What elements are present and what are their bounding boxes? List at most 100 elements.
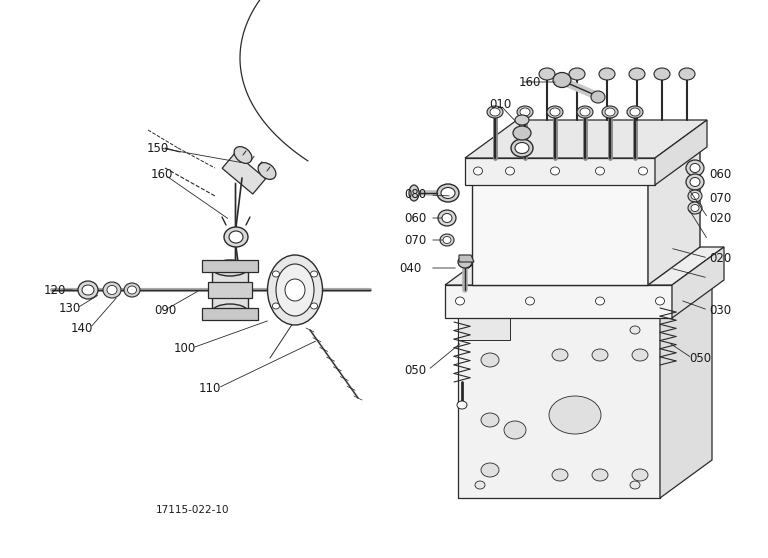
Ellipse shape xyxy=(632,349,648,361)
Ellipse shape xyxy=(595,297,604,305)
Ellipse shape xyxy=(515,115,529,125)
Ellipse shape xyxy=(212,260,248,276)
Ellipse shape xyxy=(481,353,499,367)
Ellipse shape xyxy=(549,396,601,434)
Ellipse shape xyxy=(481,463,499,477)
Ellipse shape xyxy=(490,108,500,116)
Polygon shape xyxy=(472,140,700,178)
Text: 050: 050 xyxy=(689,352,711,364)
Ellipse shape xyxy=(258,162,276,179)
Ellipse shape xyxy=(475,326,485,334)
Polygon shape xyxy=(472,178,648,285)
Ellipse shape xyxy=(629,68,645,80)
Ellipse shape xyxy=(224,227,248,247)
Polygon shape xyxy=(445,285,672,318)
Ellipse shape xyxy=(592,349,608,361)
Polygon shape xyxy=(445,247,724,285)
Ellipse shape xyxy=(443,237,451,243)
Ellipse shape xyxy=(569,68,585,80)
Text: 010: 010 xyxy=(489,99,511,112)
Ellipse shape xyxy=(475,481,485,489)
Text: 130: 130 xyxy=(59,301,81,315)
Polygon shape xyxy=(672,247,724,318)
Ellipse shape xyxy=(539,68,555,80)
Text: 060: 060 xyxy=(404,211,426,224)
Ellipse shape xyxy=(513,126,531,140)
Ellipse shape xyxy=(511,139,533,157)
Ellipse shape xyxy=(550,108,560,116)
Ellipse shape xyxy=(552,469,568,481)
Ellipse shape xyxy=(481,413,499,427)
Ellipse shape xyxy=(124,283,140,297)
Ellipse shape xyxy=(691,204,699,211)
Ellipse shape xyxy=(103,282,121,298)
Ellipse shape xyxy=(688,202,702,214)
Text: 140: 140 xyxy=(71,321,93,334)
Ellipse shape xyxy=(592,469,608,481)
Text: 160: 160 xyxy=(151,169,174,181)
Polygon shape xyxy=(212,268,248,312)
Ellipse shape xyxy=(438,210,456,226)
Ellipse shape xyxy=(679,68,695,80)
Polygon shape xyxy=(458,310,660,498)
Ellipse shape xyxy=(599,68,615,80)
Ellipse shape xyxy=(458,256,472,268)
Ellipse shape xyxy=(591,91,605,103)
Ellipse shape xyxy=(551,167,560,175)
Text: 090: 090 xyxy=(154,304,176,316)
Ellipse shape xyxy=(632,469,648,481)
Polygon shape xyxy=(459,255,474,262)
Polygon shape xyxy=(202,260,258,272)
Ellipse shape xyxy=(82,285,94,295)
Ellipse shape xyxy=(552,349,568,361)
Ellipse shape xyxy=(553,73,571,88)
Ellipse shape xyxy=(504,421,526,439)
Text: 080: 080 xyxy=(404,189,426,201)
Ellipse shape xyxy=(654,68,670,80)
Ellipse shape xyxy=(310,303,317,309)
Ellipse shape xyxy=(517,106,533,118)
Ellipse shape xyxy=(285,279,305,301)
Ellipse shape xyxy=(127,286,137,294)
Text: 17115-022-10: 17115-022-10 xyxy=(156,505,230,515)
Polygon shape xyxy=(465,120,707,158)
Ellipse shape xyxy=(688,190,702,202)
Ellipse shape xyxy=(580,108,590,116)
Text: 050: 050 xyxy=(404,363,426,377)
Ellipse shape xyxy=(457,401,467,409)
Polygon shape xyxy=(655,120,707,185)
Polygon shape xyxy=(458,310,510,340)
Ellipse shape xyxy=(273,303,280,309)
Ellipse shape xyxy=(409,185,419,201)
Ellipse shape xyxy=(229,231,243,243)
Ellipse shape xyxy=(441,187,455,199)
Ellipse shape xyxy=(78,281,98,299)
Ellipse shape xyxy=(437,184,459,202)
Text: 070: 070 xyxy=(404,233,426,247)
Text: 020: 020 xyxy=(709,211,731,224)
Ellipse shape xyxy=(487,106,503,118)
Polygon shape xyxy=(458,272,712,310)
Ellipse shape xyxy=(267,255,323,325)
Ellipse shape xyxy=(234,147,252,163)
Ellipse shape xyxy=(686,174,704,190)
Polygon shape xyxy=(660,272,712,498)
Ellipse shape xyxy=(577,106,593,118)
Ellipse shape xyxy=(690,163,700,172)
Ellipse shape xyxy=(691,193,699,200)
Text: 100: 100 xyxy=(174,341,196,354)
Text: 060: 060 xyxy=(709,169,731,181)
Text: 030: 030 xyxy=(709,304,731,316)
Text: 040: 040 xyxy=(399,262,421,275)
Ellipse shape xyxy=(310,271,317,277)
Polygon shape xyxy=(648,140,700,285)
Ellipse shape xyxy=(630,326,640,334)
Ellipse shape xyxy=(440,234,454,246)
Text: 120: 120 xyxy=(44,283,66,296)
Text: 160: 160 xyxy=(519,75,541,89)
Text: 110: 110 xyxy=(199,382,221,395)
Ellipse shape xyxy=(595,167,604,175)
Text: 150: 150 xyxy=(147,142,169,155)
Text: 020: 020 xyxy=(709,252,731,264)
Ellipse shape xyxy=(520,108,530,116)
